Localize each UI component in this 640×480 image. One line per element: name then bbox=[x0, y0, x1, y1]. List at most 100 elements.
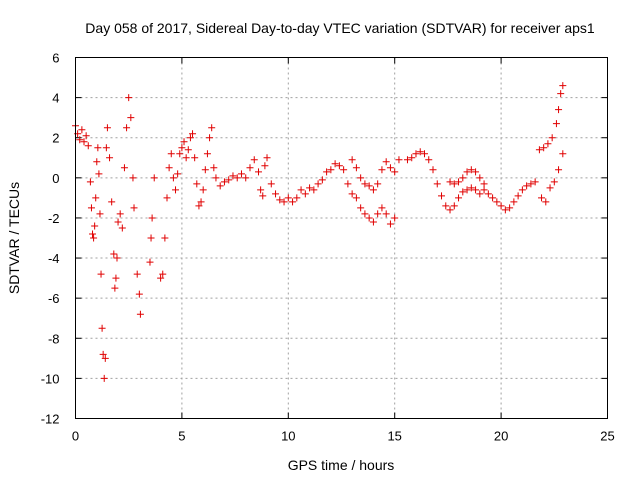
data-point bbox=[184, 146, 192, 154]
y-tick-label: -2 bbox=[48, 211, 60, 226]
data-point bbox=[382, 158, 390, 166]
data-point bbox=[506, 204, 514, 212]
data-point bbox=[301, 190, 309, 198]
data-point bbox=[94, 144, 102, 152]
data-point bbox=[172, 186, 180, 194]
data-point bbox=[191, 154, 199, 162]
data-point bbox=[123, 124, 131, 132]
data-point bbox=[97, 270, 105, 278]
data-point bbox=[199, 186, 207, 194]
x-tick-label: 25 bbox=[600, 429, 614, 444]
data-point bbox=[242, 174, 250, 182]
data-point bbox=[450, 202, 458, 210]
data-point bbox=[374, 210, 382, 218]
axis-ticks: 0 5 10 15 20 25 -12 -10 -8 -6 -4 -2 0 2 4 6 bbox=[41, 51, 615, 444]
x-tick-label: 15 bbox=[387, 429, 401, 444]
data-point bbox=[527, 180, 535, 188]
data-point bbox=[157, 274, 165, 282]
data-point bbox=[212, 174, 220, 182]
data-point bbox=[531, 178, 539, 186]
data-point bbox=[552, 120, 560, 128]
data-point bbox=[450, 180, 458, 188]
data-point bbox=[180, 138, 188, 146]
data-point bbox=[484, 190, 492, 198]
data-point bbox=[382, 210, 390, 218]
data-point bbox=[110, 250, 118, 258]
data-point bbox=[229, 172, 237, 180]
data-point bbox=[182, 154, 190, 162]
data-point bbox=[133, 270, 141, 278]
data-point bbox=[555, 166, 563, 174]
data-point bbox=[263, 154, 271, 162]
data-point bbox=[186, 134, 194, 142]
data-point bbox=[501, 206, 509, 214]
data-point bbox=[438, 192, 446, 200]
x-tick-label: 20 bbox=[494, 429, 508, 444]
data-point bbox=[210, 164, 218, 172]
data-point bbox=[165, 164, 173, 172]
y-tick-label: -8 bbox=[48, 331, 60, 346]
data-point bbox=[472, 186, 480, 194]
data-point bbox=[91, 222, 99, 230]
data-point bbox=[476, 174, 484, 182]
data-point bbox=[92, 194, 100, 202]
data-point bbox=[386, 220, 394, 228]
data-point bbox=[306, 184, 314, 192]
data-point bbox=[93, 158, 101, 166]
data-point bbox=[293, 194, 301, 202]
plot-frame bbox=[75, 57, 608, 419]
data-point bbox=[365, 182, 373, 190]
data-point bbox=[136, 310, 144, 318]
data-point bbox=[357, 174, 365, 182]
data-point bbox=[98, 324, 106, 332]
data-point bbox=[557, 90, 565, 98]
data-point bbox=[420, 150, 428, 158]
data-point bbox=[535, 146, 543, 154]
data-point bbox=[480, 180, 488, 188]
data-point bbox=[425, 156, 433, 164]
data-point bbox=[103, 124, 111, 132]
data-point bbox=[480, 186, 488, 194]
data-point bbox=[395, 156, 403, 164]
data-point bbox=[348, 156, 356, 164]
data-point bbox=[357, 204, 365, 212]
data-point bbox=[84, 142, 92, 150]
data-point bbox=[246, 164, 254, 172]
data-point bbox=[340, 166, 348, 174]
data-point bbox=[161, 234, 169, 242]
data-point bbox=[459, 188, 467, 196]
y-tick-label: -10 bbox=[41, 371, 60, 386]
data-point bbox=[113, 254, 121, 262]
data-point bbox=[348, 190, 356, 198]
data-point bbox=[559, 150, 567, 158]
data-point bbox=[548, 134, 556, 142]
data-point bbox=[102, 144, 110, 152]
data-point bbox=[147, 234, 155, 242]
data-point bbox=[331, 160, 339, 168]
data-point bbox=[101, 354, 109, 362]
data-point bbox=[259, 192, 267, 200]
data-point bbox=[163, 194, 171, 202]
data-point bbox=[446, 206, 454, 214]
data-markers bbox=[72, 82, 567, 382]
data-point bbox=[127, 114, 135, 122]
data-point bbox=[463, 168, 471, 176]
data-point bbox=[95, 170, 103, 178]
data-point bbox=[546, 184, 554, 192]
data-point bbox=[559, 82, 567, 90]
data-point bbox=[150, 174, 158, 182]
x-tick-label: 0 bbox=[72, 429, 79, 444]
data-point bbox=[416, 148, 424, 156]
data-point bbox=[201, 166, 209, 174]
data-point bbox=[159, 270, 167, 278]
data-point bbox=[510, 198, 518, 206]
x-axis-label: GPS time / hours bbox=[288, 457, 395, 473]
data-point bbox=[514, 192, 522, 200]
data-point bbox=[361, 210, 369, 218]
data-point bbox=[297, 186, 305, 194]
data-point bbox=[433, 180, 441, 188]
y-tick-label: -12 bbox=[41, 412, 60, 427]
data-point bbox=[378, 166, 386, 174]
y-axis-label: SDTVAR / TECUs bbox=[6, 182, 22, 294]
